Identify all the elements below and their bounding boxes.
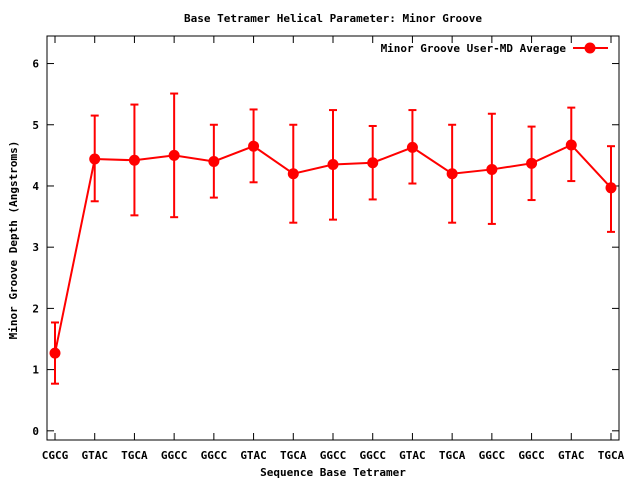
data-point [287, 168, 299, 180]
data-point [565, 139, 577, 151]
legend-marker [584, 42, 596, 54]
x-axis-label: Sequence Base Tetramer [260, 466, 406, 479]
data-point [248, 140, 260, 152]
data-point [446, 168, 458, 180]
chart-title: Base Tetramer Helical Parameter: Minor G… [184, 12, 482, 25]
x-tick-label: TGCA [439, 449, 466, 462]
plot-frame [46, 35, 620, 441]
y-tick-label: 2 [32, 302, 39, 315]
data-point [406, 141, 418, 153]
y-axis-label: Minor Groove Depth (Angstroms) [7, 141, 20, 340]
x-tick-label: GTAC [558, 449, 585, 462]
data-point [49, 347, 61, 359]
data-point [526, 157, 538, 169]
x-tick-label: GGCC [518, 449, 545, 462]
y-tick-label: 4 [32, 180, 39, 193]
x-tick-label: GGCC [320, 449, 347, 462]
x-tick-label: GTAC [240, 449, 267, 462]
y-tick-label: 3 [32, 241, 39, 254]
x-tick-label: TGCA [598, 449, 625, 462]
x-tick-label: GGCC [201, 449, 228, 462]
x-tick-label: TGCA [121, 449, 148, 462]
data-points [49, 139, 617, 359]
x-tick-label: GGCC [479, 449, 506, 462]
legend: Minor Groove User-MD Average [381, 42, 608, 55]
legend-label: Minor Groove User-MD Average [381, 42, 567, 55]
y-axis: 0 1 2 3 4 5 6 [32, 58, 619, 438]
x-tick-label: GGCC [161, 449, 188, 462]
data-point [367, 157, 379, 169]
y-tick-label: 1 [32, 364, 39, 377]
data-point [168, 149, 180, 161]
y-tick-label: 5 [32, 119, 39, 132]
x-tick-label: GGCC [359, 449, 386, 462]
x-tick-label: CGCG [42, 449, 69, 462]
data-point [486, 163, 498, 175]
error-bars [51, 92, 615, 385]
y-tick-label: 6 [32, 58, 39, 71]
data-point [208, 155, 220, 167]
x-tick-label: TGCA [280, 449, 307, 462]
x-tick-label: GTAC [399, 449, 426, 462]
data-point [327, 159, 339, 171]
data-point [605, 182, 617, 194]
x-axis: CGCG GTAC TGCA GGCC GGCC GTAC TGCA GGCC GGCC GTAC… [42, 36, 625, 462]
x-tick-label: GTAC [81, 449, 108, 462]
y-tick-label: 0 [32, 425, 39, 438]
data-point [128, 154, 140, 166]
data-point [89, 153, 101, 165]
